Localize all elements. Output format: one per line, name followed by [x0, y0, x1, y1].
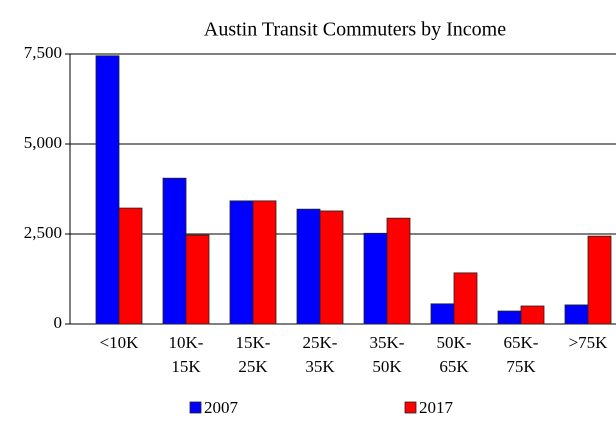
y-tick-label: 5,000 — [24, 133, 62, 152]
bar — [520, 305, 545, 325]
bar — [319, 210, 344, 325]
bar — [386, 217, 411, 325]
legend-swatch — [404, 401, 417, 414]
bar — [497, 310, 522, 325]
bar — [252, 200, 277, 325]
y-tick-label: 7,500 — [24, 43, 62, 62]
chart-title: Austin Transit Commuters by Income — [204, 19, 506, 41]
legend-label: 2017 — [419, 398, 454, 417]
x-tick-label: 10K-15K — [169, 333, 204, 376]
bar — [185, 234, 210, 325]
bar — [118, 207, 143, 325]
x-tick-label: 35K-50K — [370, 333, 405, 376]
bar — [564, 304, 589, 325]
x-tick-label: 25K-35K — [303, 333, 338, 376]
y-tick-label: 2,500 — [24, 223, 62, 242]
legend-swatch — [189, 401, 202, 414]
x-tick-label: <10K — [100, 333, 140, 352]
x-tick-label: >75K — [569, 333, 609, 352]
bar — [363, 232, 388, 325]
bar — [95, 55, 120, 325]
bar — [296, 208, 321, 325]
y-tick-label: 0 — [54, 313, 63, 332]
bar — [453, 272, 478, 325]
bar — [162, 177, 187, 325]
x-tick-label: 65K-75K — [504, 333, 539, 376]
x-tick-label: 15K-25K — [236, 333, 271, 376]
legend-label: 2007 — [204, 398, 239, 417]
bar — [587, 235, 612, 325]
x-tick-label: 50K-65K — [437, 333, 472, 376]
bar — [229, 200, 254, 325]
bar — [430, 303, 455, 325]
